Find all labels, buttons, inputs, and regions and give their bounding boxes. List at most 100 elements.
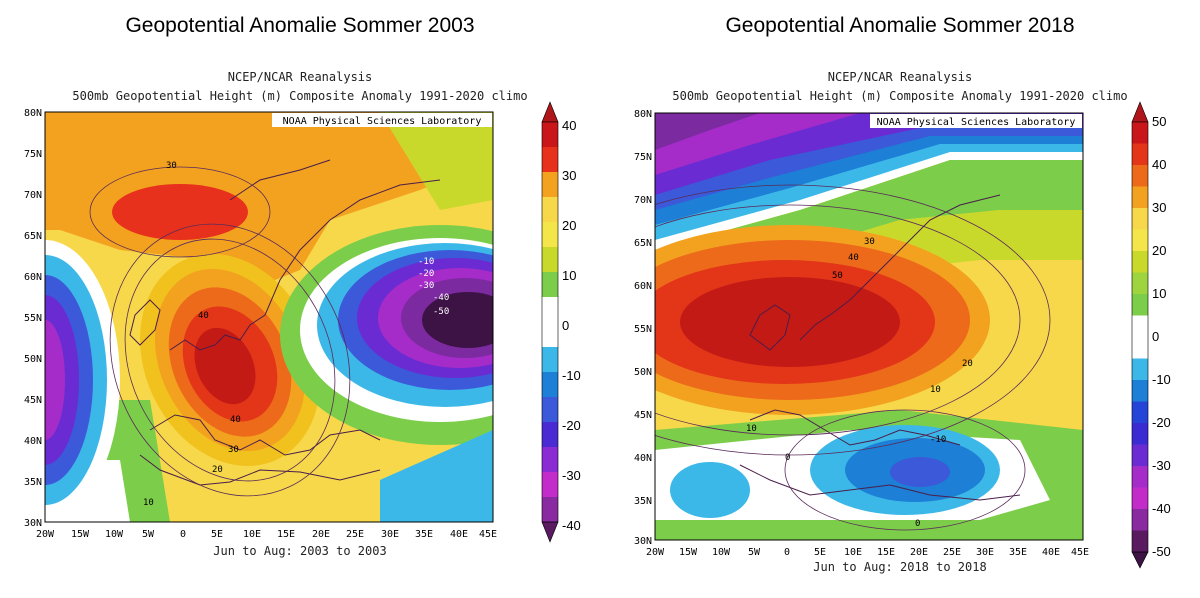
colorbar-swatch <box>1132 122 1148 144</box>
contour-line <box>784 409 1026 531</box>
source-label: NCEP/NCAR Reanalysis <box>227 70 373 84</box>
lon-label: 20W <box>646 547 665 558</box>
colorbar-swatch <box>542 397 558 422</box>
panel-title: Geopotential Anomalie Sommer 2003 <box>125 14 475 37</box>
coastline <box>149 414 381 456</box>
lat-label: 75N <box>634 152 652 163</box>
lat-label: 80N <box>634 109 652 120</box>
lat-label: 35N <box>24 477 42 488</box>
colorbar-label: -40 <box>562 518 581 533</box>
contour-line <box>124 238 336 482</box>
lon-label: 20E <box>312 529 330 540</box>
contour-label: 40 <box>848 253 859 263</box>
lat-label: 65N <box>634 238 652 249</box>
colorbar-swatch <box>542 447 558 472</box>
contour-label: 10 <box>143 498 154 508</box>
lon-label: 45E <box>479 529 497 540</box>
lon-axis: 20W 15W 10W 5W 0 5E 10E 15E 20E 25E 30E … <box>646 547 1089 558</box>
contour-label: -10 <box>418 257 434 267</box>
colorbar-swatch <box>1132 165 1148 187</box>
colorbar-swatch <box>1132 337 1148 359</box>
credit-text: NOAA Physical Sciences Laboratory <box>877 117 1076 128</box>
colorbar-label: 30 <box>1152 200 1166 215</box>
colorbar-swatch <box>542 247 558 272</box>
lat-label: 50N <box>634 367 652 378</box>
contour-fill <box>45 320 65 440</box>
credit-box <box>870 114 1082 128</box>
lat-label: 40N <box>24 436 42 447</box>
lat-label: 30N <box>634 536 652 547</box>
panel-title: Geopotential Anomalie Sommer 2018 <box>725 14 1075 37</box>
coastline <box>739 464 1021 501</box>
lat-axis: 80N 75N 70N 65N 60N 55N 50N 45N 40N 35N … <box>24 108 42 529</box>
contour-fill <box>380 430 493 522</box>
coastline <box>749 409 961 446</box>
colorbar-swatch <box>542 297 558 322</box>
colorbar-swatch <box>1132 143 1148 165</box>
lon-label: 20W <box>36 529 55 540</box>
contour-label: -10 <box>930 435 946 445</box>
lat-label: 45N <box>634 410 652 421</box>
lon-label: 15W <box>679 547 698 558</box>
contour-label: 0 <box>785 453 790 463</box>
contour-label: 40 <box>230 415 241 425</box>
colorbar-label: -20 <box>1152 415 1171 430</box>
colorbar-swatch <box>1132 423 1148 445</box>
lon-label: 5W <box>142 529 155 540</box>
colorbar-swatch <box>542 222 558 247</box>
contour-label: 30 <box>864 237 875 247</box>
colorbar-swatch <box>1132 251 1148 273</box>
contour-fill <box>680 277 900 367</box>
colorbar-label: -30 <box>1152 458 1171 473</box>
colorbar-arrow-bottom <box>541 521 559 543</box>
colorbar-swatch <box>542 322 558 347</box>
colorbar-swatch <box>542 372 558 397</box>
lat-label: 50N <box>24 354 42 365</box>
panel-2018: Geopotential Anomalie Sommer 2018 NCEP/N… <box>600 0 1200 598</box>
colorbar-swatch <box>542 122 558 147</box>
lon-label: 35E <box>1009 547 1027 558</box>
lon-label: 15E <box>277 529 295 540</box>
lon-label: 45E <box>1071 547 1089 558</box>
contour-label: 40 <box>198 311 209 321</box>
colorbar-swatch <box>1132 444 1148 466</box>
contour-label: -20 <box>418 269 434 279</box>
contour-fill <box>670 462 750 518</box>
contour-label: -40 <box>433 293 449 303</box>
colorbar-label: 10 <box>1152 286 1166 301</box>
map-frame <box>654 112 1084 541</box>
coastline <box>139 454 381 486</box>
lon-label: 35E <box>415 529 433 540</box>
anomaly-field <box>655 113 1083 540</box>
lat-label: 70N <box>24 190 42 201</box>
colorbar-swatch <box>542 497 558 522</box>
colorbar-swatch <box>1131 121 1149 553</box>
lat-label: 60N <box>24 272 42 283</box>
lon-label: 10W <box>105 529 124 540</box>
lon-axis: 20W 15W 10W 5W 0 5E 10E 15E 20E 25E 30E … <box>36 529 497 540</box>
lon-label: 5E <box>211 529 223 540</box>
source-label: NCEP/NCAR Reanalysis <box>827 70 973 84</box>
colorbar-swatch <box>542 347 558 372</box>
colorbar-swatch <box>1132 358 1148 380</box>
lat-label: 45N <box>24 395 42 406</box>
lat-label: 55N <box>634 324 652 335</box>
colorbar-swatch <box>1132 272 1148 294</box>
colorbar-swatch <box>1132 315 1148 337</box>
colorbar-swatch <box>1132 186 1148 208</box>
lon-label: 25E <box>346 529 364 540</box>
lon-label: 10E <box>243 529 261 540</box>
contour-label: 30 <box>166 161 177 171</box>
lat-label: 55N <box>24 313 42 324</box>
period-label: Jun to Aug: 2018 to 2018 <box>813 560 987 574</box>
colorbar-label: -10 <box>1152 372 1171 387</box>
lon-label: 30E <box>976 547 994 558</box>
contour-line <box>109 223 351 497</box>
panel-2003: Geopotential Anomalie Sommer 2003 NCEP/N… <box>24 14 581 558</box>
lon-label: 30E <box>381 529 399 540</box>
period-label: Jun to Aug: 2003 to 2003 <box>213 544 387 558</box>
colorbar-swatch <box>1132 509 1148 531</box>
coastline <box>129 299 161 346</box>
lat-label: 65N <box>24 231 42 242</box>
contour-line <box>655 184 1051 456</box>
